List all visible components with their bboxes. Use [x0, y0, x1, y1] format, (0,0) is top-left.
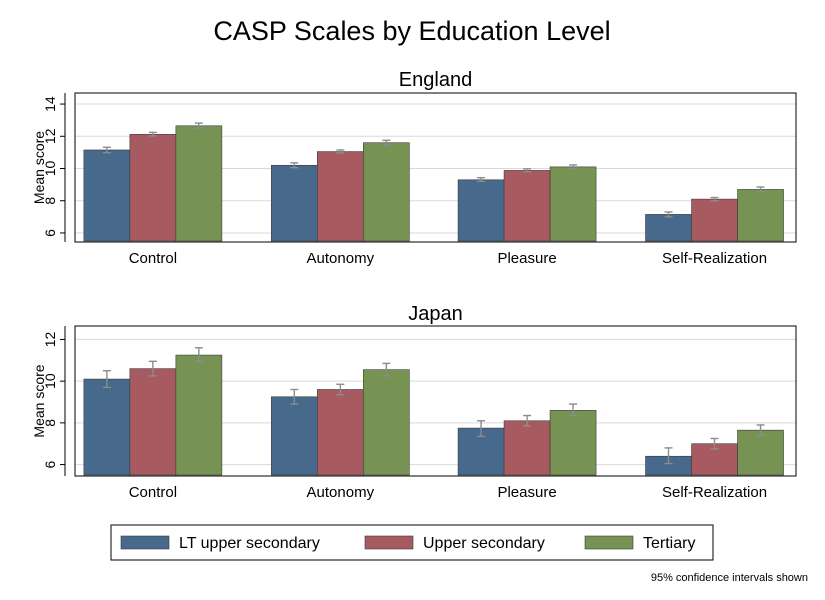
category-label: Self-Realization — [662, 484, 767, 501]
bar — [737, 429, 784, 476]
bar — [737, 189, 784, 242]
y-tick-label: 12 — [42, 331, 58, 347]
y-tick-label: 6 — [42, 229, 58, 237]
bar — [83, 149, 131, 242]
legend-swatch — [120, 535, 170, 550]
y-tick-label: 14 — [42, 96, 58, 112]
category-label: Self-Realization — [662, 250, 767, 267]
bar — [363, 369, 410, 476]
y-tick-label: 12 — [42, 128, 58, 144]
legend-swatch — [364, 535, 414, 550]
y-tick-label: 10 — [42, 373, 58, 389]
y-tick-label: 8 — [42, 197, 58, 205]
chart-main-title: CASP Scales by Education Level — [213, 16, 610, 46]
bar — [691, 198, 738, 242]
chart-panel-england: England Control Autonomy Pleasure Self-Reali… — [31, 69, 797, 267]
bar — [175, 125, 223, 242]
legend-label: Tertiary — [643, 535, 695, 552]
y-tick-label: 8 — [42, 419, 58, 427]
y-axis-title: Mean score — [31, 131, 47, 204]
bar — [129, 368, 177, 476]
chart-panels: England Control Autonomy Pleasure Self-Reali… — [31, 69, 797, 501]
chart-legend: LT upper secondary Upper secondary Tertiar… — [110, 524, 714, 561]
panel-title: England — [399, 69, 472, 91]
plot-frame — [74, 325, 797, 477]
bar — [457, 179, 505, 242]
chart-panel-japan: Japan Control Autonomy Pleasure Self-Realiza… — [31, 303, 797, 501]
confidence-interval-note: 95% confidence intervals shown — [651, 572, 808, 584]
bar — [549, 410, 597, 476]
bar — [549, 166, 597, 242]
panel-title: Japan — [408, 303, 463, 325]
bar — [317, 389, 364, 476]
bar — [363, 142, 410, 242]
category-label: Pleasure — [497, 250, 556, 267]
y-tick-label: 6 — [42, 460, 58, 468]
bar — [271, 396, 318, 476]
bar — [271, 164, 318, 242]
bar — [503, 170, 551, 242]
category-label: Control — [129, 250, 177, 267]
y-axis-title: Mean score — [31, 364, 47, 437]
plot-frame — [74, 92, 797, 243]
y-tick-label: 10 — [42, 161, 58, 177]
bar — [83, 378, 131, 476]
bar — [129, 134, 177, 242]
bar — [317, 151, 364, 242]
category-label: Autonomy — [307, 250, 375, 267]
category-label: Pleasure — [497, 484, 556, 501]
legend-label: Upper secondary — [423, 535, 545, 552]
bar — [645, 214, 692, 242]
bar — [175, 354, 223, 476]
category-label: Autonomy — [307, 484, 375, 501]
legend-swatch — [584, 535, 634, 550]
bar — [503, 420, 551, 476]
category-label: Control — [129, 484, 177, 501]
legend-label: LT upper secondary — [179, 535, 320, 552]
